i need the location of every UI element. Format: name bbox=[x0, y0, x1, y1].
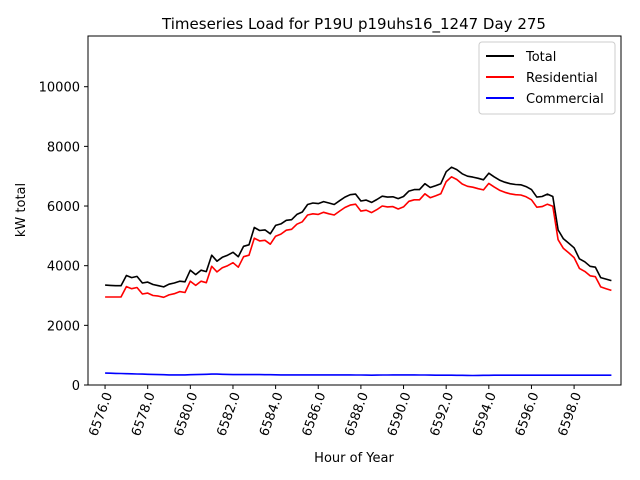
legend: Total Residential Commercial bbox=[478, 41, 616, 115]
x-tick-label: 6590.0 bbox=[385, 390, 415, 438]
legend-label-residential: Residential bbox=[526, 71, 598, 86]
x-tick-label: 6578.0 bbox=[129, 390, 159, 438]
y-tick-label: 8000 bbox=[47, 140, 80, 155]
x-tick-label: 6586.0 bbox=[300, 390, 330, 438]
x-tick-label: 6582.0 bbox=[214, 390, 244, 438]
x-tick-label: 6594.0 bbox=[470, 390, 500, 438]
x-axis-label: Hour of Year bbox=[314, 451, 394, 466]
x-axis: 6576.0 6578.0 6580.0 6582.0 6584.0 6586.0 6588… bbox=[86, 385, 585, 438]
legend-label-commercial: Commercial bbox=[526, 92, 604, 107]
x-tick-label: 6592.0 bbox=[428, 390, 458, 438]
plot-frame bbox=[87, 35, 622, 386]
y-tick-label: 10000 bbox=[39, 81, 80, 96]
x-tick-label: 6598.0 bbox=[555, 390, 585, 438]
x-tick-label: 6580.0 bbox=[172, 390, 202, 438]
series-line-commercial bbox=[105, 372, 612, 377]
y-tick-label: 2000 bbox=[47, 319, 80, 334]
x-tick-label: 6588.0 bbox=[342, 390, 372, 438]
legend-box bbox=[478, 41, 616, 115]
x-tick-label: 6584.0 bbox=[257, 390, 287, 438]
x-tick-label: 6576.0 bbox=[86, 390, 116, 438]
chart-title: Timeseries Load for P19U p19uhs16_1247 D… bbox=[161, 15, 546, 34]
y-tick-label: 6000 bbox=[47, 200, 80, 215]
series-layer bbox=[105, 166, 612, 377]
series-line-total bbox=[105, 166, 612, 288]
legend-label-total: Total bbox=[525, 50, 556, 65]
y-tick-label: 0 bbox=[72, 379, 80, 394]
y-axis: 0 2000 4000 6000 8000 10000 bbox=[39, 81, 88, 394]
y-tick-label: 4000 bbox=[47, 260, 80, 275]
y-axis-label: kW total bbox=[14, 183, 29, 237]
x-tick-label: 6596.0 bbox=[513, 390, 543, 438]
series-line-residential bbox=[105, 176, 612, 299]
